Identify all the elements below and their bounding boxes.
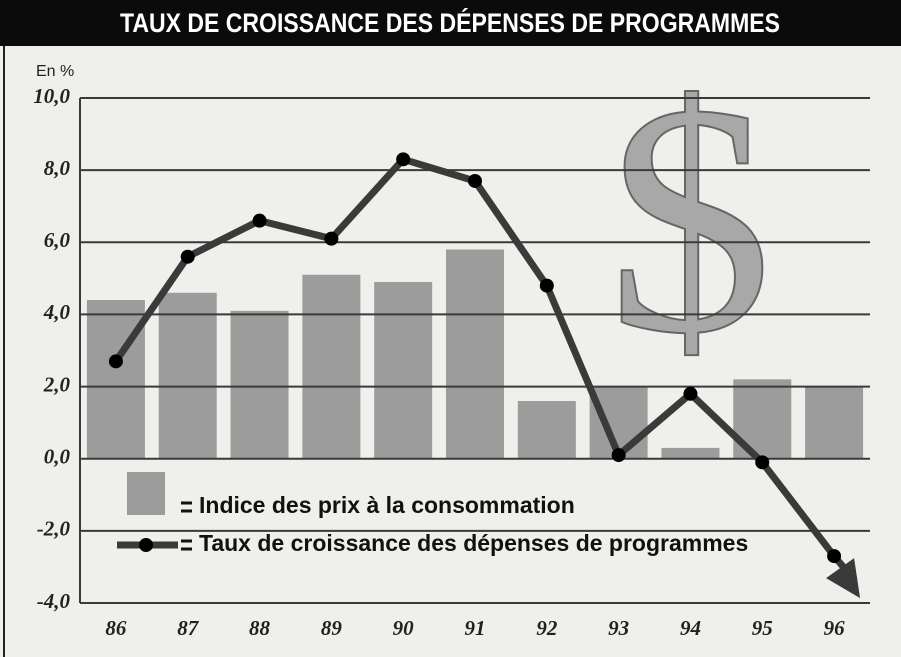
line-point [755,455,769,469]
bar [87,300,145,459]
y-tick-label: 6,0 [44,228,71,252]
bar [159,293,217,459]
line-point [396,152,410,166]
x-tick-label: 88 [249,616,271,640]
x-tick-label: 95 [752,616,773,640]
x-tick-label: 87 [177,616,200,640]
y-tick-label: 10,0 [33,84,70,108]
legend-label: Indice des prix à la consommation [199,492,575,518]
line-point [181,250,195,264]
bar [446,250,504,459]
x-tick-label: 93 [608,616,629,640]
x-tick-label: 86 [105,616,127,640]
line-point [540,279,554,293]
bar [374,282,432,459]
bar [231,311,289,459]
x-tick-label: 92 [536,616,558,640]
x-tick-label: 94 [680,616,701,640]
bar [518,401,576,459]
legend-label: Taux de croissance des dépenses de progr… [199,530,748,556]
bar [805,387,863,459]
dollar-sign: $ [608,37,773,402]
line-point [612,448,626,462]
legend-swatch-point [139,538,153,552]
chart: TAUX DE CROISSANCE DES DÉPENSES DE PROGR… [0,0,901,657]
legend-swatch [127,472,165,515]
line-point [109,354,123,368]
line-point [827,549,841,563]
bar [302,275,360,459]
chart-title: TAUX DE CROISSANCE DES DÉPENSES DE PROGR… [120,7,780,38]
line-point [253,214,267,228]
x-tick-label: 96 [824,616,846,640]
y-tick-label: 2,0 [43,372,71,396]
line-point [468,174,482,188]
y-unit-label: En % [36,63,74,80]
y-tick-label: 8,0 [44,156,71,180]
y-tick-label: 4,0 [43,300,71,324]
bar [661,448,719,459]
y-tick-label: 0,0 [44,445,71,469]
line-point [683,387,697,401]
y-tick-label: -4,0 [37,589,71,613]
x-tick-label: 89 [321,616,343,640]
x-tick-label: 90 [393,616,415,640]
y-tick-label: -2,0 [37,517,71,541]
line-point [324,232,338,246]
x-tick-label: 91 [465,616,486,640]
